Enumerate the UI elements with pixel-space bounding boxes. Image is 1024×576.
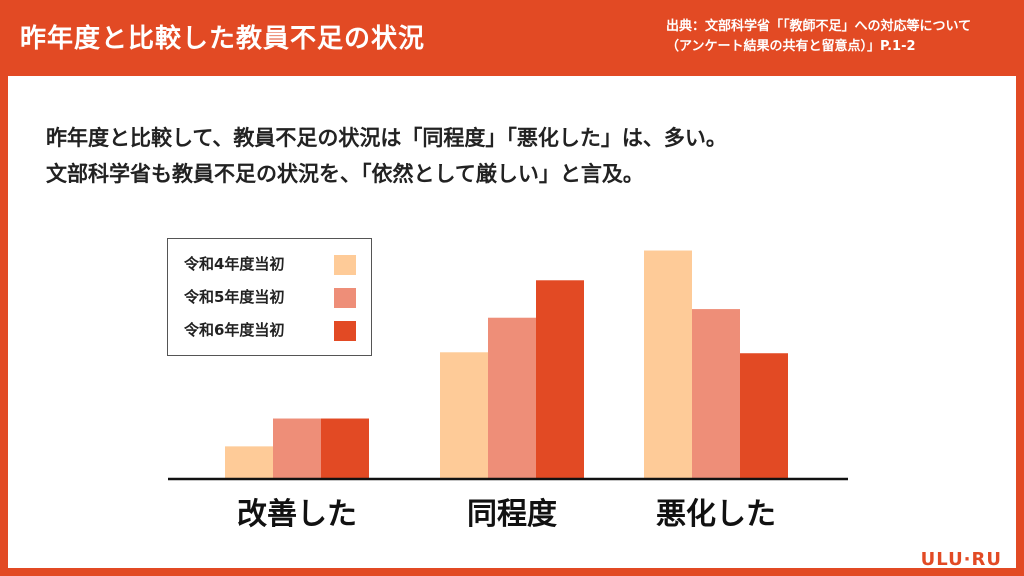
legend-swatch <box>334 321 356 341</box>
bar-1-2 <box>536 280 584 479</box>
bar-0-1 <box>273 418 321 479</box>
bar-2-1 <box>692 309 740 479</box>
content-panel: 昨年度と比較して、教員不足の状況は「同程度」「悪化した」は、多い。 文部科学省も… <box>8 76 1016 568</box>
bar-1-1 <box>488 317 536 479</box>
legend-item-r5: 令和5年度当初 <box>184 286 359 308</box>
summary-line-2: 文部科学省も教員不足の状況を、「依然として厳しい」と言及。 <box>46 162 644 186</box>
category-label: 同程度 <box>467 497 557 532</box>
bar-2-2 <box>740 353 788 479</box>
legend-label: 令和5年度当初 <box>184 288 285 306</box>
category-label: 悪化した <box>656 497 776 532</box>
legend-item-r4: 令和4年度当初 <box>184 253 359 275</box>
header: 昨年度と比較した教員不足の状況 出典：文部科学省「「教師不足」への対応等について… <box>0 0 1024 76</box>
category-label: 改善した <box>237 497 357 532</box>
legend-item-r6: 令和6年度当初 <box>184 319 359 341</box>
source-citation: 出典：文部科学省「「教師不足」への対応等について（アンケート結果の共有と留意点）… <box>666 19 972 54</box>
summary-text: 昨年度と比較して、教員不足の状況は「同程度」「悪化した」は、多い。 文部科学省も… <box>46 120 727 192</box>
bar-2-0 <box>644 250 692 479</box>
bar-0-2 <box>321 418 369 479</box>
legend-swatch <box>334 288 356 308</box>
legend-label: 令和4年度当初 <box>184 255 285 273</box>
ulu-ru-logo: ULU·RU <box>920 549 1002 570</box>
page-title: 昨年度と比較した教員不足の状況 <box>20 24 426 54</box>
legend-label: 令和6年度当初 <box>184 321 285 339</box>
bar-0-0 <box>225 446 273 479</box>
bar-chart: 改善した 同程度 悪化した <box>168 250 848 532</box>
legend-swatch <box>334 255 356 275</box>
summary-line-1: 昨年度と比較して、教員不足の状況は「同程度」「悪化した」は、多い。 <box>46 126 727 150</box>
chart-legend: 令和4年度当初 令和5年度当初 令和6年度当初 <box>167 238 372 356</box>
bar-1-0 <box>440 352 488 479</box>
